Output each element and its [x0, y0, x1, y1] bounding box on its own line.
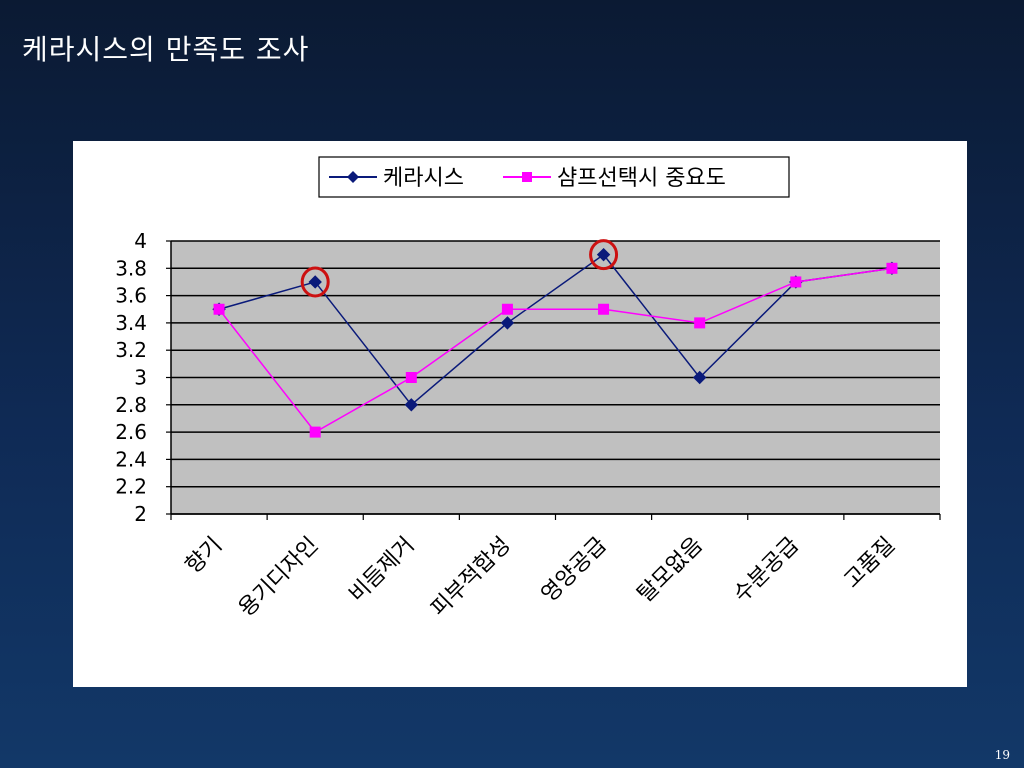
data-point-diamond — [404, 398, 419, 412]
x-axis-ticks: 향기 용기디자인 비듬제거 피부적합성 영양공급 탈모없음 수분공급 고품질 — [170, 514, 941, 622]
data-point-diamond — [308, 275, 322, 289]
data-point-square — [501, 303, 513, 315]
data-point-square — [790, 276, 802, 288]
series-group — [212, 247, 899, 438]
y-tick-label: 3.8 — [115, 256, 147, 280]
highlight-circle — [300, 266, 330, 298]
data-point-square — [405, 372, 417, 383]
y-tick-label: 2.6 — [115, 420, 147, 444]
y-tick-label: 3 — [134, 366, 147, 390]
y-tick-label: 4 — [134, 229, 147, 253]
y-tick-label: 2.2 — [115, 475, 147, 499]
y-tick-label: 2 — [134, 502, 147, 526]
y-tick-label: 2.8 — [115, 393, 147, 417]
x-tick-label: 탈모없음 — [633, 533, 708, 608]
data-point-square — [213, 303, 225, 315]
data-point-square — [694, 317, 706, 329]
chart-panel: 케라시스 샴프선택시 중요도 2 2.2 2.4 2.6 2.8 3 3.2 3.4 3.6 3.8… — [73, 141, 967, 687]
legend-marker-series-2 — [522, 172, 532, 182]
x-tick-label: 향기 — [181, 533, 227, 579]
slide-title: 케라시스의 만족도 조사 — [22, 33, 310, 66]
data-point-diamond — [500, 316, 515, 330]
y-tick-label: 3.6 — [115, 284, 147, 308]
x-tick-label: 피부적합성 — [426, 533, 515, 622]
x-tick-label: 고품질 — [840, 533, 901, 594]
data-point-diamond — [596, 247, 611, 262]
y-axis-ticks: 2 2.2 2.4 2.6 2.8 3 3.2 3.4 3.6 3.8 4 — [115, 229, 171, 526]
chart-legend: 케라시스 샴프선택시 중요도 — [318, 156, 790, 198]
y-tick-label: 2.4 — [115, 447, 147, 471]
legend-box — [318, 156, 790, 198]
x-tick-label: 용기디자인 — [234, 533, 323, 622]
legend-marker-series-1 — [347, 171, 359, 183]
x-tick-label: 수분공급 — [729, 533, 804, 608]
page-number: 19 — [994, 748, 1010, 762]
highlight-circle — [589, 239, 619, 271]
data-point-square — [309, 426, 321, 438]
data-point-square — [598, 303, 610, 315]
line-chart: 케라시스 샴프선택시 중요도 2 2.2 2.4 2.6 2.8 3 3.2 3.4 3.6 3.8… — [115, 156, 941, 622]
y-tick-label: 3.2 — [115, 338, 147, 362]
data-point-square — [886, 262, 898, 274]
x-tick-label: 영양공급 — [537, 533, 612, 608]
y-tick-label: 3.4 — [115, 311, 147, 335]
highlight-group — [300, 239, 619, 298]
data-point-diamond — [692, 370, 707, 385]
series-line — [218, 267, 893, 434]
series-line — [218, 253, 893, 406]
legend-label-series-1: 케라시스 — [383, 166, 464, 191]
legend-label-series-2: 샴프선택시 중요도 — [557, 166, 726, 191]
x-tick-label: 비듬제거 — [345, 533, 420, 608]
